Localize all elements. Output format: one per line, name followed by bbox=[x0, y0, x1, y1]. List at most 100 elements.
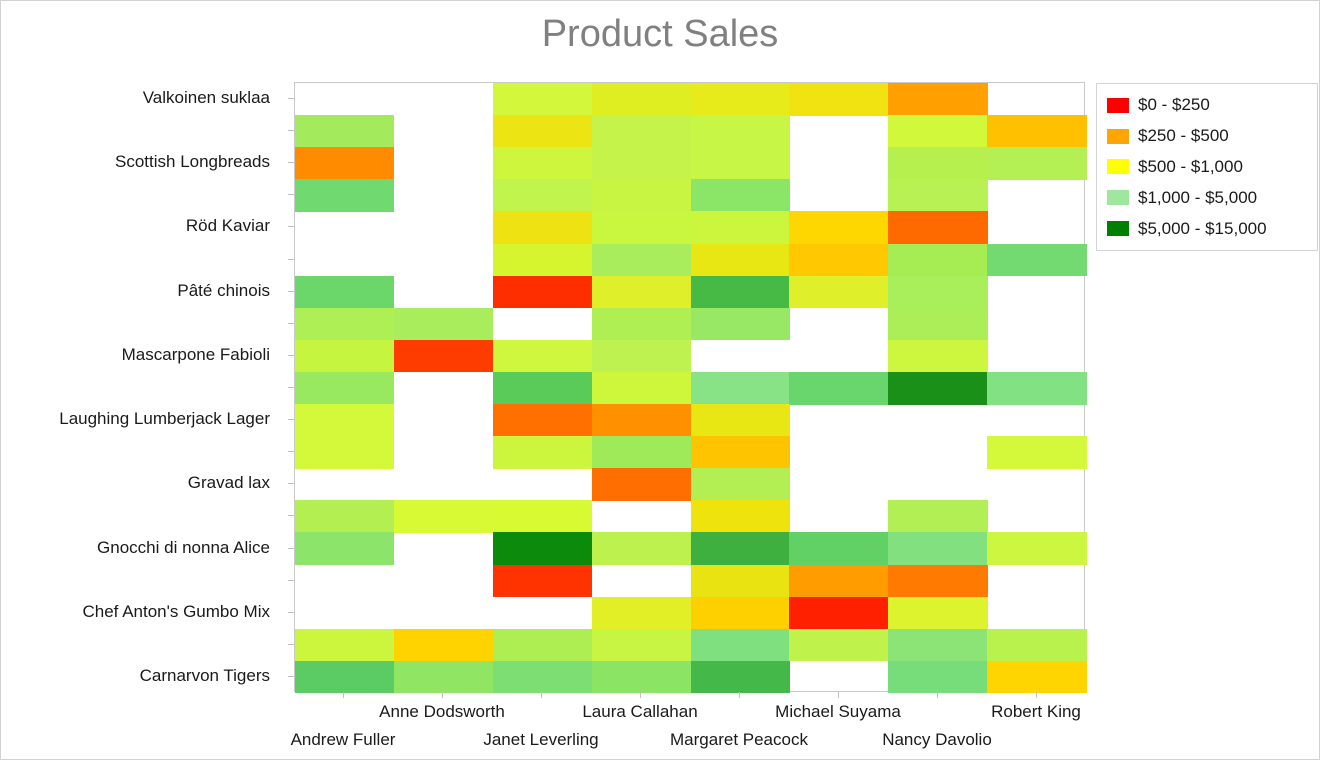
heatmap-cell[interactable] bbox=[987, 371, 1087, 405]
heatmap-cell[interactable] bbox=[789, 211, 889, 244]
heatmap-cell[interactable] bbox=[987, 532, 1087, 566]
heatmap-cell[interactable] bbox=[690, 307, 790, 341]
heatmap-cell[interactable] bbox=[492, 179, 593, 212]
heatmap-cell[interactable] bbox=[591, 468, 691, 501]
heatmap-cell[interactable] bbox=[492, 532, 593, 566]
heatmap-cell[interactable] bbox=[987, 243, 1087, 277]
heatmap-cell[interactable] bbox=[393, 339, 494, 373]
heatmap-cell[interactable] bbox=[789, 532, 889, 566]
heatmap-cell[interactable] bbox=[591, 211, 691, 244]
heatmap-cell[interactable] bbox=[591, 339, 691, 373]
heatmap-cell[interactable] bbox=[295, 147, 395, 180]
heatmap-cell[interactable] bbox=[690, 468, 790, 501]
heatmap-cell[interactable] bbox=[690, 179, 790, 212]
heatmap-cell[interactable] bbox=[591, 275, 691, 309]
heatmap-cell[interactable] bbox=[888, 564, 988, 598]
heatmap-cell[interactable] bbox=[591, 243, 691, 277]
heatmap-cell[interactable] bbox=[295, 500, 395, 533]
heatmap-cell[interactable] bbox=[295, 660, 395, 694]
heatmap-cell[interactable] bbox=[591, 371, 691, 405]
heatmap-cell[interactable] bbox=[591, 404, 691, 437]
heatmap-cell[interactable] bbox=[492, 243, 593, 277]
heatmap-cell[interactable] bbox=[789, 275, 889, 309]
heatmap-cell[interactable] bbox=[690, 371, 790, 405]
heatmap-cell[interactable] bbox=[492, 436, 593, 469]
heatmap-cell[interactable] bbox=[690, 83, 790, 116]
heatmap-cell[interactable] bbox=[492, 660, 593, 694]
heatmap-cell[interactable] bbox=[987, 660, 1087, 694]
heatmap-cell[interactable] bbox=[591, 307, 691, 341]
heatmap-cell[interactable] bbox=[492, 628, 593, 662]
heatmap-cell[interactable] bbox=[789, 564, 889, 598]
heatmap-cell[interactable] bbox=[789, 596, 889, 630]
heatmap-cell[interactable] bbox=[591, 660, 691, 694]
heatmap-cell[interactable] bbox=[888, 628, 988, 662]
heatmap-cell[interactable] bbox=[888, 660, 988, 694]
heatmap-cell[interactable] bbox=[492, 404, 593, 437]
heatmap-cell[interactable] bbox=[492, 211, 593, 244]
heatmap-cell[interactable] bbox=[888, 179, 988, 212]
heatmap-cell[interactable] bbox=[591, 436, 691, 469]
heatmap-cell[interactable] bbox=[295, 275, 395, 309]
heatmap-cell[interactable] bbox=[888, 532, 988, 566]
heatmap-cell[interactable] bbox=[492, 371, 593, 405]
heatmap-cell[interactable] bbox=[591, 147, 691, 180]
heatmap-cell[interactable] bbox=[492, 275, 593, 309]
heatmap-cell[interactable] bbox=[888, 211, 988, 244]
heatmap-cell[interactable] bbox=[987, 147, 1087, 180]
heatmap-cell[interactable] bbox=[492, 115, 593, 148]
heatmap-cell[interactable] bbox=[690, 532, 790, 566]
heatmap-cell[interactable] bbox=[888, 83, 988, 116]
heatmap-cell[interactable] bbox=[393, 628, 494, 662]
heatmap-cell[interactable] bbox=[789, 371, 889, 405]
heatmap-cell[interactable] bbox=[690, 436, 790, 469]
heatmap-cell[interactable] bbox=[295, 179, 395, 212]
heatmap-cell[interactable] bbox=[492, 564, 593, 598]
heatmap-cell[interactable] bbox=[789, 243, 889, 277]
heatmap-cell[interactable] bbox=[393, 307, 494, 341]
heatmap-cell[interactable] bbox=[492, 147, 593, 180]
heatmap-cell[interactable] bbox=[987, 115, 1087, 148]
heatmap-cell[interactable] bbox=[987, 436, 1087, 469]
heatmap-cell[interactable] bbox=[591, 596, 691, 630]
heatmap-cell[interactable] bbox=[888, 115, 988, 148]
heatmap-cell[interactable] bbox=[888, 147, 988, 180]
heatmap-cell[interactable] bbox=[295, 628, 395, 662]
heatmap-cell[interactable] bbox=[789, 83, 889, 116]
heatmap-cell[interactable] bbox=[690, 628, 790, 662]
heatmap-cell[interactable] bbox=[690, 564, 790, 598]
heatmap-cell[interactable] bbox=[690, 596, 790, 630]
heatmap-cell[interactable] bbox=[888, 371, 988, 405]
heatmap-cell[interactable] bbox=[492, 500, 593, 533]
heatmap-cell[interactable] bbox=[888, 596, 988, 630]
heatmap-cell[interactable] bbox=[295, 371, 395, 405]
heatmap-cell[interactable] bbox=[888, 339, 988, 373]
heatmap-cell[interactable] bbox=[295, 436, 395, 469]
heatmap-cell[interactable] bbox=[888, 243, 988, 277]
heatmap-cell[interactable] bbox=[690, 660, 790, 694]
heatmap-cell[interactable] bbox=[690, 404, 790, 437]
heatmap-cell[interactable] bbox=[393, 500, 494, 533]
heatmap-cell[interactable] bbox=[690, 211, 790, 244]
heatmap-cell[interactable] bbox=[690, 500, 790, 533]
heatmap-cell[interactable] bbox=[295, 307, 395, 341]
heatmap-cell[interactable] bbox=[888, 500, 988, 533]
heatmap-cell[interactable] bbox=[888, 307, 988, 341]
heatmap-cell[interactable] bbox=[393, 660, 494, 694]
heatmap-cell[interactable] bbox=[492, 339, 593, 373]
heatmap-cell[interactable] bbox=[295, 532, 395, 566]
heatmap-cell[interactable] bbox=[987, 628, 1087, 662]
heatmap-cell[interactable] bbox=[591, 83, 691, 116]
heatmap-cell[interactable] bbox=[690, 147, 790, 180]
heatmap-cell[interactable] bbox=[295, 404, 395, 437]
heatmap-cell[interactable] bbox=[591, 532, 691, 566]
heatmap-cell[interactable] bbox=[591, 115, 691, 148]
heatmap-cell[interactable] bbox=[690, 275, 790, 309]
heatmap-cell[interactable] bbox=[591, 628, 691, 662]
heatmap-cell[interactable] bbox=[591, 179, 691, 212]
heatmap-cell[interactable] bbox=[690, 115, 790, 148]
heatmap-cell[interactable] bbox=[295, 115, 395, 148]
heatmap-cell[interactable] bbox=[492, 83, 593, 116]
heatmap-cell[interactable] bbox=[888, 275, 988, 309]
heatmap-cell[interactable] bbox=[690, 243, 790, 277]
